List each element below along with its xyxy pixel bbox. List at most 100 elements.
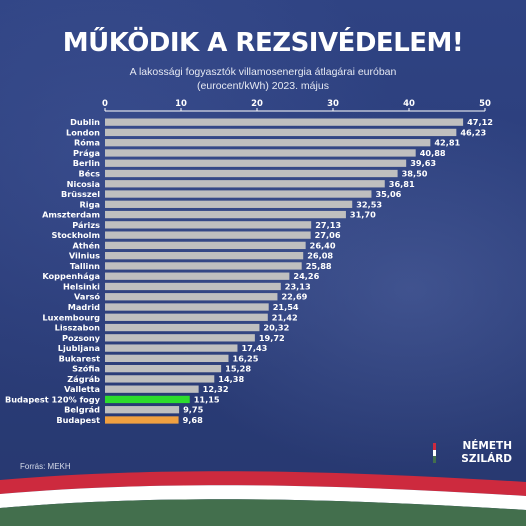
category-label: Bukarest xyxy=(59,353,101,363)
flag-white-stripe xyxy=(0,485,526,510)
value-label: 15,28 xyxy=(225,364,251,374)
bar xyxy=(105,231,311,239)
value-label: 26,40 xyxy=(310,240,336,250)
author-logo: NÉMETH SZILÁRD xyxy=(430,440,512,466)
value-label: 20,32 xyxy=(263,323,289,333)
bar xyxy=(105,282,281,291)
bar xyxy=(105,210,346,219)
category-label: Budapest xyxy=(56,415,100,425)
value-label: 12,32 xyxy=(203,384,229,394)
category-label: Nicosia xyxy=(67,179,100,189)
bar xyxy=(105,200,353,208)
value-label: 36,81 xyxy=(389,179,415,189)
category-label: Brüsszel xyxy=(61,189,100,199)
x-tick-label: 30 xyxy=(327,99,339,109)
value-label: 14,38 xyxy=(218,374,244,384)
chart-subtitle-line2: (eurocent/kWh) 2023. május xyxy=(197,80,329,92)
bar xyxy=(105,293,278,301)
value-label: 47,12 xyxy=(467,117,493,127)
x-tick-label: 50 xyxy=(479,99,491,109)
value-label: 38,50 xyxy=(402,169,428,179)
category-label: Tallinn xyxy=(70,261,100,271)
bar xyxy=(105,221,312,229)
value-label: 24,26 xyxy=(293,271,319,281)
bar xyxy=(105,385,199,393)
bar xyxy=(105,169,398,178)
category-label: Dublin xyxy=(70,117,100,127)
bar xyxy=(105,375,215,383)
chart-subtitle-line1: A lakossági fogyasztók villamosenergia á… xyxy=(129,66,397,78)
bar xyxy=(105,252,304,260)
bar xyxy=(105,406,180,414)
x-tick-label: 0 xyxy=(102,99,108,109)
hungarian-flag-ribbon xyxy=(0,471,526,526)
category-label: Koppenhága xyxy=(42,271,100,281)
category-label: Stockholm xyxy=(51,230,100,240)
bar xyxy=(105,313,268,321)
value-label: 19,72 xyxy=(259,333,285,343)
value-label: 17,43 xyxy=(241,343,267,353)
logo-line2: SZILÁRD xyxy=(461,453,512,465)
category-label: Szófia xyxy=(72,364,100,374)
value-label: 31,70 xyxy=(350,210,376,220)
value-label: 21,54 xyxy=(273,302,299,312)
flag-green-stripe xyxy=(0,499,526,526)
value-label: 39,63 xyxy=(410,158,436,168)
bar xyxy=(105,416,179,424)
category-label: Helsinki xyxy=(63,281,100,291)
category-label: Vilnius xyxy=(69,251,100,261)
bar xyxy=(105,334,255,342)
logo-flag-icon xyxy=(433,443,436,463)
bar xyxy=(105,323,260,332)
value-label: 9,68 xyxy=(183,415,204,425)
value-label: 42,81 xyxy=(434,138,460,148)
category-label: Párizs xyxy=(72,220,100,230)
bar xyxy=(105,262,302,270)
category-label: Pozsony xyxy=(62,333,101,343)
category-label: Lisszabon xyxy=(55,323,101,333)
value-label: 11,15 xyxy=(194,394,220,404)
x-tick-label: 20 xyxy=(251,99,263,109)
bar xyxy=(105,303,269,311)
value-label: 27,06 xyxy=(315,230,341,240)
bar xyxy=(105,149,416,157)
bar xyxy=(105,344,238,352)
category-label: Amszterdam xyxy=(42,210,100,220)
value-label: 35,06 xyxy=(375,189,401,199)
category-label: Riga xyxy=(80,199,101,209)
bar xyxy=(105,272,290,280)
bar xyxy=(105,364,222,373)
bar xyxy=(105,159,407,167)
value-label: 27,13 xyxy=(315,220,341,230)
bar xyxy=(105,354,229,363)
bar xyxy=(105,190,372,198)
value-label: 25,88 xyxy=(306,261,332,271)
value-label: 22,69 xyxy=(281,292,307,302)
bar xyxy=(105,128,457,137)
value-label: 16,25 xyxy=(233,353,259,363)
value-label: 32,53 xyxy=(356,199,382,209)
value-label: 40,88 xyxy=(420,148,446,158)
category-label: Valletta xyxy=(64,384,100,394)
category-label: Madrid xyxy=(68,302,100,312)
bar xyxy=(105,241,306,250)
value-label: 23,13 xyxy=(285,281,311,291)
logo-line1: NÉMETH xyxy=(462,440,512,452)
category-label: Ljubljana xyxy=(58,343,100,353)
source-note: Forrás: MEKH xyxy=(20,462,71,471)
category-label: Róma xyxy=(74,138,100,148)
category-label: Budapest 120% fogy xyxy=(5,394,101,404)
value-label: 46,23 xyxy=(460,127,486,137)
category-label: London xyxy=(66,127,100,137)
value-label: 21,42 xyxy=(272,312,298,322)
category-label: Belgrád xyxy=(64,405,100,415)
category-label: Athén xyxy=(73,240,101,250)
bar xyxy=(105,180,385,188)
bar xyxy=(105,139,431,147)
category-label: Berlin xyxy=(73,158,100,168)
category-label: Zágráb xyxy=(67,374,100,384)
value-label: 9,75 xyxy=(183,405,204,415)
category-label: Varsó xyxy=(74,292,100,302)
category-label: Bécs xyxy=(78,169,100,179)
